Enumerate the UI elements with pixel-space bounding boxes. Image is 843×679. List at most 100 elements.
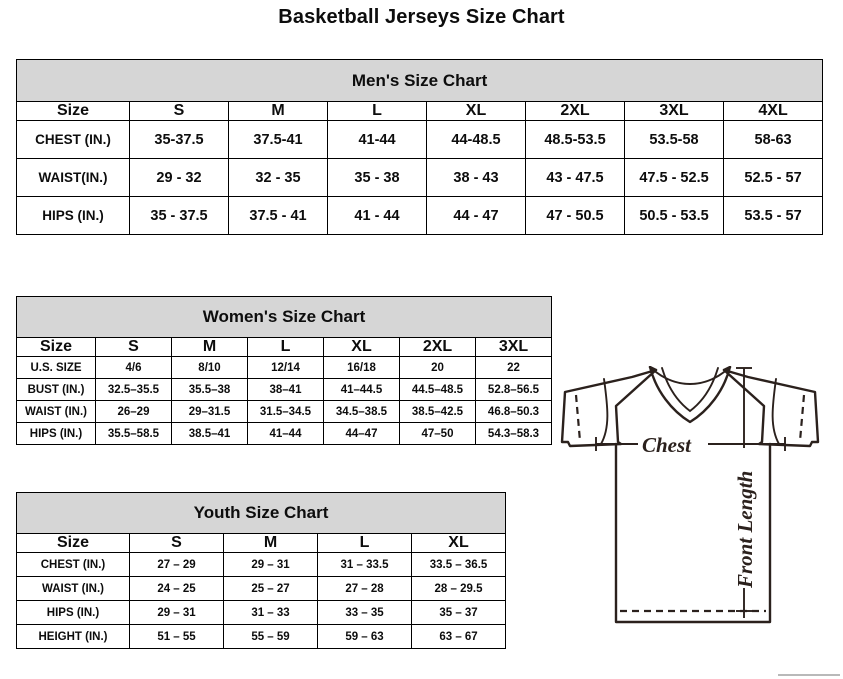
womens-col-header-size: Size	[16, 337, 96, 357]
womens-us-size-l: 12/14	[247, 356, 324, 379]
womens-hips-l: 41–44	[247, 422, 324, 445]
table-row: CHEST (IN.) 27 – 29 29 – 31 31 – 33.5 33…	[16, 552, 507, 577]
womens-col-header-xl: XL	[323, 337, 400, 357]
womens-chart-header-row: Size S M L XL 2XL 3XL	[16, 337, 553, 357]
youth-col-header-xl: XL	[410, 533, 507, 553]
right-sleeve-shape	[722, 368, 820, 448]
mens-chart-caption: Men's Size Chart	[15, 59, 824, 102]
youth-hips-xl: 35 – 37	[410, 600, 507, 625]
youth-chest-m: 29 – 31	[223, 552, 318, 577]
table-row: HIPS (IN.) 29 – 31 31 – 33 33 – 35 35 – …	[16, 600, 507, 625]
mens-row-label-hips: HIPS (IN.)	[16, 196, 130, 235]
mens-hips-m: 37.5 - 41	[228, 196, 328, 235]
womens-col-header-l: L	[247, 337, 324, 357]
table-row: WAIST (IN.) 26–29 29–31.5 31.5–34.5 34.5…	[16, 400, 553, 423]
mens-waist-xl: 38 - 43	[426, 158, 526, 197]
mens-col-header-m: M	[228, 101, 328, 121]
youth-waist-xl: 28 – 29.5	[410, 576, 507, 601]
womens-col-header-s: S	[95, 337, 172, 357]
mens-col-header-3xl: 3XL	[624, 101, 724, 121]
mens-waist-s: 29 - 32	[129, 158, 229, 197]
youth-hips-l: 33 – 35	[317, 600, 412, 625]
womens-us-size-xl: 16/18	[323, 356, 400, 379]
youth-row-label-height: HEIGHT (IN.)	[16, 624, 130, 649]
womens-col-header-3xl: 3XL	[474, 337, 553, 357]
youth-col-header-size: Size	[16, 533, 130, 553]
mens-row-label-waist: WAIST(IN.)	[16, 158, 130, 197]
mens-waist-4xl: 52.5 - 57	[722, 158, 824, 197]
womens-hips-3xl: 54.3–58.3	[474, 422, 553, 445]
youth-waist-s: 24 – 25	[129, 576, 224, 601]
youth-col-header-m: M	[223, 533, 318, 553]
youth-size-chart-table: Youth Size Chart Size S M L XL CHEST (IN…	[15, 492, 507, 649]
womens-row-label-waist: WAIST (IN.)	[16, 400, 96, 423]
jersey-body-shape	[614, 442, 772, 624]
womens-row-label-us-size: U.S. SIZE	[16, 356, 96, 379]
youth-height-l: 59 – 63	[317, 624, 412, 649]
womens-us-size-2xl: 20	[399, 356, 476, 379]
womens-waist-l: 31.5–34.5	[247, 400, 324, 423]
youth-chest-l: 31 – 33.5	[317, 552, 412, 577]
mens-chest-2xl: 48.5-53.5	[525, 120, 625, 159]
jersey-measurement-diagram: Chest Front Length	[538, 366, 843, 666]
mens-waist-2xl: 43 - 47.5	[525, 158, 625, 197]
womens-size-chart-table: Women's Size Chart Size S M L XL 2XL 3XL…	[15, 296, 553, 445]
mens-col-header-2xl: 2XL	[525, 101, 625, 121]
page-title: Basketball Jerseys Size Chart	[278, 6, 565, 28]
youth-hips-m: 31 – 33	[223, 600, 318, 625]
womens-waist-m: 29–31.5	[171, 400, 248, 423]
table-row: WAIST(IN.) 29 - 32 32 - 35 35 - 38 38 - …	[16, 158, 824, 197]
chest-label: Chest	[642, 433, 692, 457]
mens-chest-xl: 44-48.5	[426, 120, 526, 159]
womens-hips-2xl: 47–50	[399, 422, 476, 445]
left-shoulder-seam	[648, 366, 658, 372]
left-armhole-curve	[600, 378, 609, 445]
mens-hips-l: 41 - 44	[327, 196, 427, 235]
womens-bust-xl: 41–44.5	[323, 378, 400, 401]
table-row: WAIST (IN.) 24 – 25 25 – 27 27 – 28 28 –…	[16, 576, 507, 601]
womens-waist-2xl: 38.5–42.5	[399, 400, 476, 423]
left-sleeve-shape	[560, 368, 658, 448]
womens-row-label-hips: HIPS (IN.)	[16, 422, 96, 445]
womens-waist-s: 26–29	[95, 400, 172, 423]
youth-chest-s: 27 – 29	[129, 552, 224, 577]
table-row: BUST (IN.) 32.5–35.5 35.5–38 38–41 41–44…	[16, 378, 553, 401]
womens-bust-l: 38–41	[247, 378, 324, 401]
youth-waist-l: 27 – 28	[317, 576, 412, 601]
mens-chart-caption-row: Men's Size Chart	[15, 59, 824, 102]
mens-row-label-chest: CHEST (IN.)	[16, 120, 130, 159]
v-neck-inner	[661, 367, 719, 413]
womens-bust-2xl: 44.5–48.5	[399, 378, 476, 401]
mens-col-header-l: L	[327, 101, 427, 121]
right-shoulder-seam	[722, 366, 732, 372]
mens-waist-m: 32 - 35	[228, 158, 328, 197]
mens-chart-header-row: Size S M L XL 2XL 3XL 4XL	[16, 101, 824, 121]
table-row: HIPS (IN.) 35.5–58.5 38.5–41 41–44 44–47…	[16, 422, 553, 445]
youth-row-label-waist: WAIST (IN.)	[16, 576, 130, 601]
youth-row-label-chest: CHEST (IN.)	[16, 552, 130, 577]
mens-col-header-xl: XL	[426, 101, 526, 121]
left-sleeve-cuff-dash	[574, 394, 582, 442]
youth-chart-caption: Youth Size Chart	[15, 492, 507, 534]
mens-hips-2xl: 47 - 50.5	[525, 196, 625, 235]
youth-height-xl: 63 – 67	[410, 624, 507, 649]
womens-row-label-bust: BUST (IN.)	[16, 378, 96, 401]
mens-col-header-s: S	[129, 101, 229, 121]
youth-waist-m: 25 – 27	[223, 576, 318, 601]
mens-chest-m: 37.5-41	[228, 120, 328, 159]
womens-hips-xl: 44–47	[323, 422, 400, 445]
womens-bust-s: 32.5–35.5	[95, 378, 172, 401]
youth-height-s: 51 – 55	[129, 624, 224, 649]
mens-chest-l: 41-44	[327, 120, 427, 159]
womens-hips-m: 38.5–41	[171, 422, 248, 445]
table-row: U.S. SIZE 4/6 8/10 12/14 16/18 20 22	[16, 356, 553, 379]
youth-chest-xl: 33.5 – 36.5	[410, 552, 507, 577]
mens-chest-4xl: 58-63	[722, 120, 824, 159]
mens-chest-3xl: 53.5-58	[624, 120, 724, 159]
womens-us-size-m: 8/10	[171, 356, 248, 379]
table-row: HIPS (IN.) 35 - 37.5 37.5 - 41 41 - 44 4…	[16, 196, 824, 235]
womens-hips-s: 35.5–58.5	[95, 422, 172, 445]
womens-col-header-m: M	[171, 337, 248, 357]
table-row: CHEST (IN.) 35-37.5 37.5-41 41-44 44-48.…	[16, 120, 824, 159]
table-row: HEIGHT (IN.) 51 – 55 55 – 59 59 – 63 63 …	[16, 624, 507, 649]
